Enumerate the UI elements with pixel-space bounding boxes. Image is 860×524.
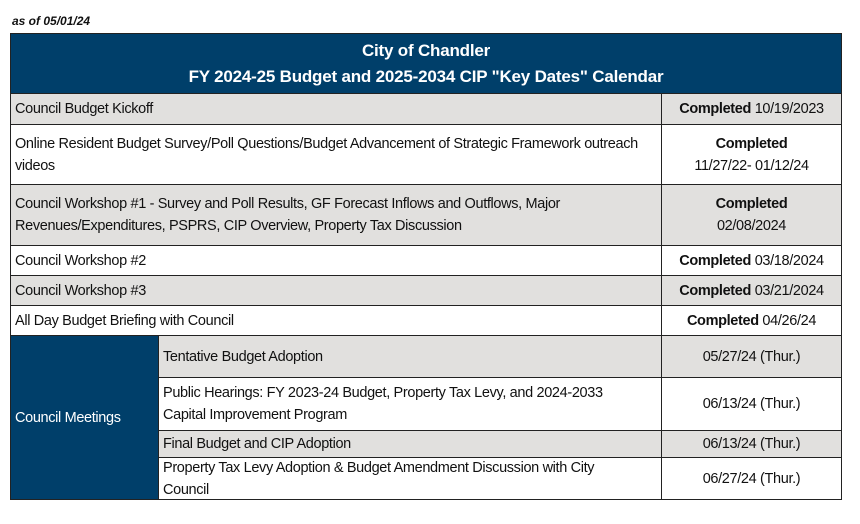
as-of-date: as of 05/01/24 (12, 14, 91, 28)
event-text: Council Workshop #2 (15, 252, 146, 269)
meeting-event-text: Tentative Budget Adoption (163, 348, 323, 365)
event-cell: All Day Budget Briefing with Council (10, 305, 662, 336)
status-text: Completed (715, 135, 788, 152)
meeting-event-cell: Final Budget and CIP Adoption (158, 430, 662, 458)
event-cell: Online Resident Budget Survey/Poll Quest… (10, 124, 662, 185)
date-cell: Completed 03/21/2024 (661, 275, 842, 306)
meeting-date-cell: 06/27/24 (Thur.) (661, 457, 842, 500)
status-text: Completed (715, 196, 788, 212)
event-cell: Council Workshop #1 - Survey and Poll Re… (10, 184, 662, 246)
date-cell: Completed 02/08/2024 (661, 184, 842, 246)
calendar-header: City of Chandler FY 2024-25 Budget and 2… (10, 33, 842, 94)
event-text: Council Budget Kickoff (15, 101, 153, 117)
meeting-event-text: Property Tax Levy Adoption & Budget Amen… (163, 459, 595, 498)
date-text: 11/27/22- 01/12/24 (694, 157, 809, 174)
date-text: 03/21/2024 (754, 282, 824, 299)
date-text: 10/19/2023 (754, 101, 824, 117)
date-text: 03/18/2024 (754, 252, 824, 269)
date-cell: Completed 10/19/2023 (661, 93, 842, 125)
meeting-event-cell: Property Tax Levy Adoption & Budget Amen… (158, 457, 662, 500)
meeting-date-text: 05/27/24 (Thur.) (702, 348, 801, 365)
header-subtitle: FY 2024-25 Budget and 2025-2034 CIP "Key… (188, 66, 664, 86)
date-cell: Completed 04/26/24 (661, 305, 842, 336)
date-text: 02/08/2024 (716, 218, 787, 234)
status-text: Completed (679, 282, 751, 299)
meeting-event-text: Final Budget and CIP Adoption (163, 436, 351, 452)
event-text: Council Workshop #1 - Survey and Poll Re… (15, 196, 561, 234)
event-text: Council Workshop #3 (15, 282, 146, 299)
event-text: All Day Budget Briefing with Council (15, 312, 234, 329)
status-text: Completed (686, 312, 759, 329)
meeting-date-text: 06/13/24 (Thur.) (702, 436, 801, 452)
date-cell: Completed 03/18/2024 (661, 245, 842, 276)
meeting-date-text: 06/13/24 (Thur.) (702, 396, 801, 412)
meeting-event-text: Public Hearings: FY 2023-24 Budget, Prop… (163, 385, 603, 423)
event-cell: Council Workshop #2 (10, 245, 662, 276)
meeting-event-cell: Tentative Budget Adoption (158, 335, 662, 378)
event-cell: Council Workshop #3 (10, 275, 662, 306)
council-meetings-label: Council Meetings (10, 335, 159, 500)
status-text: Completed (679, 101, 751, 117)
meeting-event-cell: Public Hearings: FY 2023-24 Budget, Prop… (158, 377, 662, 431)
council-meetings-text: Council Meetings (15, 409, 121, 426)
header-title: City of Chandler (361, 40, 491, 60)
status-text: Completed (679, 252, 751, 269)
date-cell: Completed 11/27/22- 01/12/24 (661, 124, 842, 185)
meeting-date-text: 06/27/24 (Thur.) (702, 470, 801, 487)
meeting-date-cell: 06/13/24 (Thur.) (661, 377, 842, 431)
meeting-date-cell: 06/13/24 (Thur.) (661, 430, 842, 458)
meeting-date-cell: 05/27/24 (Thur.) (661, 335, 842, 378)
event-text: Online Resident Budget Survey/Poll Quest… (15, 135, 638, 174)
event-cell: Council Budget Kickoff (10, 93, 662, 125)
date-text: 04/26/24 (762, 312, 817, 329)
